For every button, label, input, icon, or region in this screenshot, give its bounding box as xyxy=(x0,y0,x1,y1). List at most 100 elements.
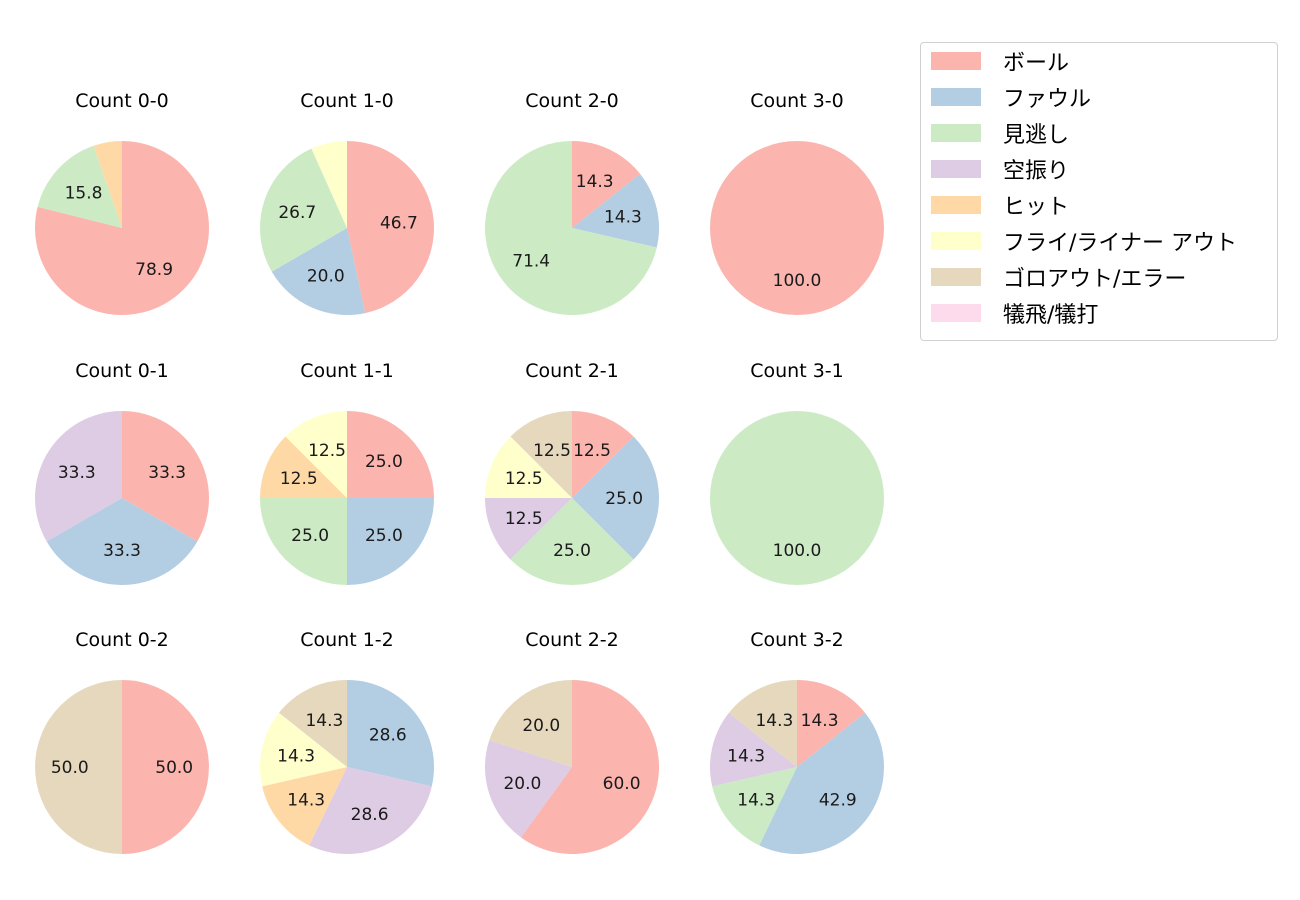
pie-slice xyxy=(710,141,884,315)
pie-title: Count 1-2 xyxy=(300,629,394,651)
pie-slice xyxy=(484,141,657,316)
pie-count-3-0: Count 3-0 100.0 xyxy=(710,90,884,315)
legend-label: フライ/ライナー アウト xyxy=(1003,231,1237,256)
pie-slice xyxy=(759,712,884,854)
legend-item-hit: ヒット xyxy=(931,190,1069,220)
pie-slice-label: 20.0 xyxy=(307,267,345,287)
pie-slice-label: 78.9 xyxy=(135,260,173,280)
legend-item-called-strike: 見逃し xyxy=(931,118,1069,148)
pie-slice-label: 25.0 xyxy=(553,541,591,561)
pie-slice xyxy=(46,498,198,585)
pie-slice-label: 33.3 xyxy=(103,541,141,561)
pie-slice-label: 14.3 xyxy=(305,711,343,731)
pie-slice-label: 12.5 xyxy=(533,441,571,461)
pie-slice-label: 26.7 xyxy=(278,203,316,223)
legend-item-foul: ファウル xyxy=(931,82,1091,112)
pie-title: Count 2-1 xyxy=(525,360,619,382)
legend-label: ボール xyxy=(1003,51,1070,76)
pie-count-2-2: Count 2-2 60.0 20.0 20.0 xyxy=(485,629,660,854)
pie-slice xyxy=(35,141,210,315)
legend-label: ヒット xyxy=(1003,195,1070,220)
pie-slice-label: 25.0 xyxy=(365,452,403,472)
pie-count-0-0: Count 0-0 78.9 15.8 xyxy=(35,90,210,315)
legend-swatch xyxy=(931,196,981,214)
pie-slice-label: 46.7 xyxy=(380,214,418,234)
pie-slice-label: 25.0 xyxy=(291,526,329,546)
pie-slice-label: 14.3 xyxy=(737,791,775,811)
pie-slice xyxy=(262,767,347,846)
pie-slice-label: 15.8 xyxy=(65,184,103,204)
pie-slice xyxy=(572,173,659,248)
pie-slice-label: 33.3 xyxy=(148,463,186,483)
pie-slice xyxy=(271,228,366,315)
pie-title: Count 3-1 xyxy=(750,360,844,382)
pie-count-2-0: Count 2-0 14.3 14.3 71.4 xyxy=(484,90,659,316)
pie-slice xyxy=(122,411,209,542)
pie-slice-label: 33.3 xyxy=(58,463,96,483)
pie-slice-label: 12.5 xyxy=(280,469,318,489)
pie-slice xyxy=(485,436,572,498)
pie-slice xyxy=(709,712,797,787)
pie-slice-label: 12.5 xyxy=(505,509,543,529)
pie-count-0-1: Count 0-1 33.3 33.3 33.3 xyxy=(35,360,209,585)
legend: ボール ファウル 見逃し 空振り ヒット フライ/ライナー アウト ゴロアウト/… xyxy=(920,42,1278,341)
pie-slice-label: 42.9 xyxy=(819,791,857,811)
pie-count-1-2: Count 1-2 28.6 28.6 14.3 14.3 14.3 xyxy=(259,629,435,854)
pie-slice xyxy=(520,680,660,854)
pie-slice-label: 14.3 xyxy=(576,172,614,192)
pie-slice-label: 50.0 xyxy=(51,758,89,778)
legend-item-grounder-out-error: ゴロアウト/エラー xyxy=(931,262,1186,292)
pie-title: Count 0-0 xyxy=(75,90,169,112)
pie-slice-label: 28.6 xyxy=(351,805,389,825)
pie-count-2-1: Count 2-112.525.025.012.512.512.5 xyxy=(485,360,660,586)
pie-slice-label: 12.5 xyxy=(308,441,346,461)
pie-title: Count 1-1 xyxy=(300,360,394,382)
legend-swatch xyxy=(931,304,981,322)
pie-slice-label: 14.3 xyxy=(287,791,325,811)
pie-slice-label: 14.3 xyxy=(604,208,642,228)
legend-label: 空振り xyxy=(1003,159,1070,184)
pie-title: Count 3-0 xyxy=(750,90,844,112)
pie-slice xyxy=(347,680,435,787)
pie-slice xyxy=(259,712,347,787)
pie-count-3-2: Count 3-2 14.3 42.9 14.3 14.3 14.3 xyxy=(709,629,884,854)
pie-slice-label: 100.0 xyxy=(773,541,822,561)
legend-item-fly-liner-out: フライ/ライナー アウト xyxy=(931,226,1237,256)
legend-swatch xyxy=(931,88,981,106)
pie-slice-label: 20.0 xyxy=(503,774,541,794)
pie-slice xyxy=(712,767,797,846)
pie-slice xyxy=(259,436,347,498)
pie-slice-label: 25.0 xyxy=(605,489,643,509)
pie-slice-label: 25.0 xyxy=(365,526,403,546)
pie-slice xyxy=(35,411,122,542)
legend-item-ball: ボール xyxy=(931,46,1069,76)
pie-slice-label: 12.5 xyxy=(573,441,611,461)
pie-slice xyxy=(122,680,209,854)
pie-slice xyxy=(347,411,434,498)
pie-slice xyxy=(347,498,434,585)
legend-swatch xyxy=(931,160,981,178)
pie-title: Count 2-2 xyxy=(525,629,619,651)
pie-slice xyxy=(710,411,884,585)
pie-title: Count 2-0 xyxy=(525,90,619,112)
pie-title: Count 0-1 xyxy=(75,360,169,382)
pie-slice xyxy=(278,680,347,767)
pie-slice xyxy=(489,680,572,767)
pie-title: Count 0-2 xyxy=(75,629,169,651)
pie-title: Count 3-2 xyxy=(750,629,844,651)
pie-slice-label: 14.3 xyxy=(727,746,765,766)
pie-slice xyxy=(93,141,122,228)
pie-slice xyxy=(309,767,432,854)
pie-slice-label: 14.3 xyxy=(801,711,839,731)
pie-count-0-2: Count 0-2 50.0 50.0 xyxy=(35,629,209,854)
pie-slice xyxy=(510,411,572,498)
pie-slice xyxy=(572,411,634,498)
legend-label: 見逃し xyxy=(1003,123,1070,148)
pie-count-1-0: Count 1-0 46.7 20.0 26.7 xyxy=(260,90,434,315)
legend-swatch xyxy=(931,268,981,286)
legend-label: 犠飛/犠打 xyxy=(1003,303,1099,328)
legend-swatch xyxy=(931,232,981,250)
pie-slice-label: 20.0 xyxy=(522,716,560,736)
pie-slice xyxy=(572,141,641,228)
